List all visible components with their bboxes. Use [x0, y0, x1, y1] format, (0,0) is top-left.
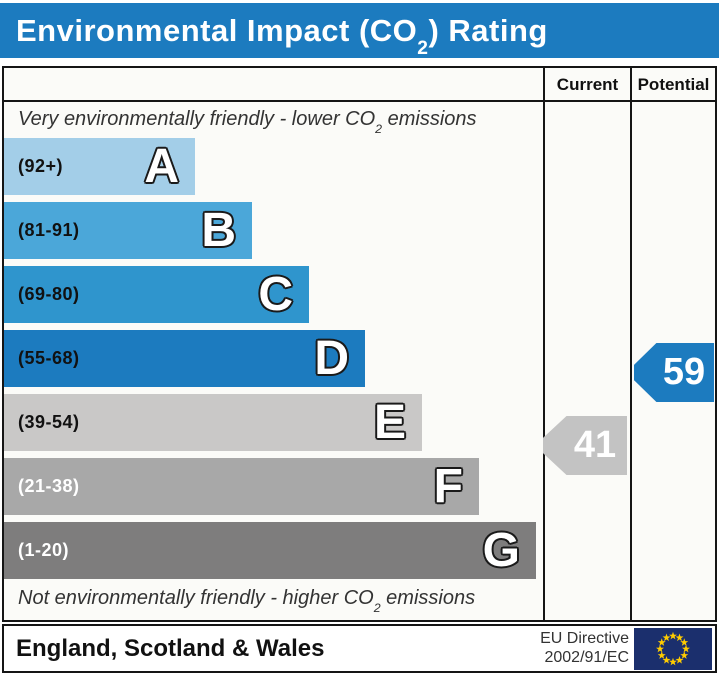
- current-rating-arrow: 41: [543, 416, 627, 475]
- band-row: (81-91) B: [4, 202, 543, 259]
- rating-table: Current Potential Very environmentally f…: [2, 66, 717, 622]
- top-note: Very environmentally friendly - lower CO…: [18, 108, 477, 137]
- band-letter: G: [482, 524, 520, 577]
- current-column-divider: [543, 68, 545, 620]
- bottom-note: Not environmentally friendly - higher CO…: [18, 587, 476, 616]
- band-row: (92+) A: [4, 138, 543, 195]
- band-row: (21-38) F: [4, 458, 543, 515]
- band-row: (1-20) G: [4, 522, 543, 579]
- region-label: England, Scotland & Wales: [16, 635, 325, 662]
- potential-column-divider: [630, 68, 632, 620]
- band-bar: (39-54) E: [4, 394, 422, 451]
- band-letter: C: [258, 268, 293, 321]
- band-bar: (92+) A: [4, 138, 195, 195]
- rating-bands: (92+) A (81-91) B (69-80) C (55-68) D (3…: [4, 138, 543, 586]
- column-header-current: Current: [556, 75, 619, 94]
- band-range-label: (39-54): [18, 412, 80, 432]
- eu-flag-icon: [634, 628, 712, 670]
- band-bar: (81-91) B: [4, 202, 252, 259]
- band-row: (69-80) C: [4, 266, 543, 323]
- column-header-potential: Potential: [637, 75, 710, 94]
- band-letter: A: [144, 140, 179, 193]
- potential-rating-arrow: 59: [634, 343, 714, 402]
- chart-title-bar: Environmental Impact (CO2) Rating: [0, 3, 719, 58]
- eu-directive-label: EU Directive 2002/91/EC: [540, 630, 629, 666]
- band-bar: (21-38) F: [4, 458, 479, 515]
- band-range-label: (92+): [18, 156, 64, 176]
- band-letter: B: [201, 204, 236, 257]
- band-letter: E: [373, 396, 406, 449]
- band-bar: (69-80) C: [4, 266, 309, 323]
- chart-title: Environmental Impact (CO2) Rating: [16, 13, 548, 59]
- footer-bar: England, Scotland & Wales EU Directive 2…: [2, 624, 717, 673]
- band-range-label: (81-91): [18, 220, 80, 240]
- band-letter: D: [314, 332, 349, 385]
- band-row: (39-54) E: [4, 394, 543, 451]
- band-range-label: (21-38): [18, 476, 80, 496]
- band-row: (55-68) D: [4, 330, 543, 387]
- potential-rating-value: 59: [662, 351, 706, 393]
- current-rating-value: 41: [573, 424, 617, 466]
- band-bar: (1-20) G: [4, 522, 536, 579]
- band-letter: F: [433, 460, 463, 513]
- band-range-label: (1-20): [18, 540, 70, 560]
- band-range-label: (69-80): [18, 284, 80, 304]
- band-bar: (55-68) D: [4, 330, 365, 387]
- table-header-row: Current Potential: [4, 68, 715, 102]
- band-range-label: (55-68): [18, 348, 80, 368]
